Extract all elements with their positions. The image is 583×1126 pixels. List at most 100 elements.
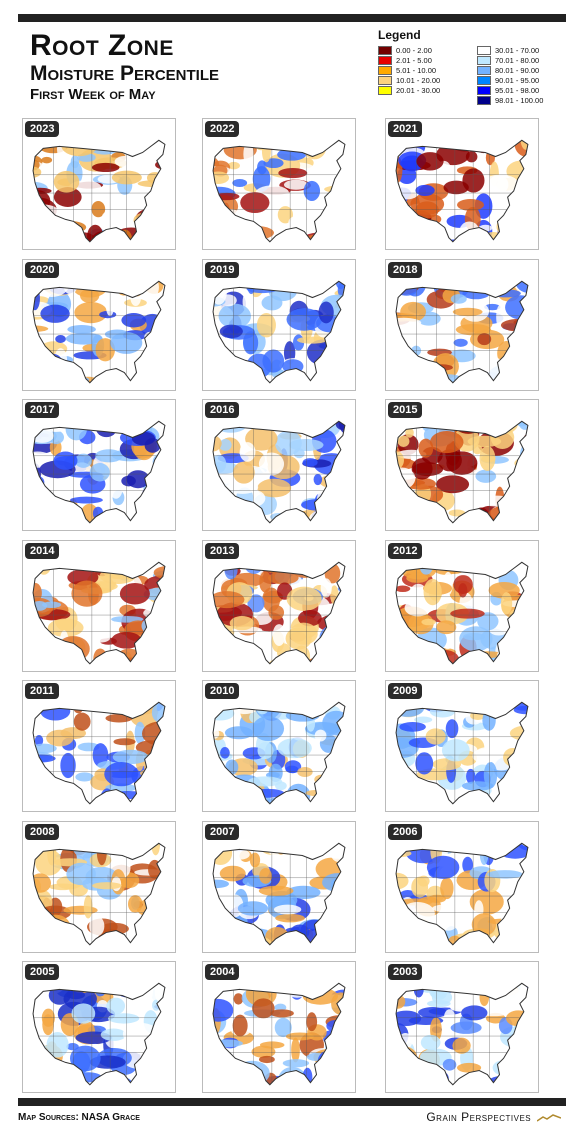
brand-name: Grain Perspectives xyxy=(426,1110,532,1124)
us-outline xyxy=(395,701,529,805)
map-tile-2015: 2015 xyxy=(385,399,539,531)
state-borders xyxy=(396,284,528,381)
us-outline xyxy=(395,420,529,524)
us-outline xyxy=(212,420,346,524)
us-moisture-map xyxy=(212,420,346,524)
us-outline xyxy=(212,842,346,945)
map-tile-2017: 2017 xyxy=(22,399,176,531)
title-line-1: Root Zone xyxy=(30,29,174,62)
map-tile-2006: 2006 xyxy=(385,820,539,953)
us-outline xyxy=(32,139,166,243)
legend-swatch xyxy=(477,66,491,75)
us-moisture-map xyxy=(32,420,166,524)
year-badge: 2020 xyxy=(25,261,60,278)
map-tile-2010: 2010 xyxy=(202,680,356,812)
us-outline xyxy=(32,842,166,945)
us-moisture-map xyxy=(212,842,346,945)
legend-label: 98.01 - 100.00 xyxy=(495,96,544,105)
year-badge: 2005 xyxy=(25,964,60,980)
year-badge: 2008 xyxy=(25,823,60,840)
legend-label: 10.01 - 20.00 xyxy=(396,76,441,85)
legend-label: 30.01 - 70.00 xyxy=(495,46,540,55)
us-outline xyxy=(212,280,346,383)
year-badge: 2009 xyxy=(388,683,423,699)
brand-logo-icon xyxy=(537,1113,561,1122)
state-borders xyxy=(213,706,345,802)
us-moisture-map xyxy=(212,280,346,383)
state-borders xyxy=(396,706,528,802)
legend-swatch xyxy=(378,66,392,75)
title-line-3: First Week of May xyxy=(30,86,156,103)
legend: Legend 0.00 - 2.00 30.01 - 70.00 2.01 - 5.… xyxy=(378,28,568,105)
us-outline xyxy=(212,561,346,664)
us-outline xyxy=(212,982,346,1086)
state-borders xyxy=(396,987,528,1083)
legend-item: 80.01 - 90.00 xyxy=(477,66,568,75)
map-tile-2016: 2016 xyxy=(202,399,356,531)
map-tile-2020: 2020 xyxy=(22,258,176,391)
us-outline xyxy=(395,139,529,243)
us-moisture-map xyxy=(212,561,346,664)
state-borders xyxy=(213,144,345,240)
state-borders xyxy=(213,284,345,381)
year-badge: 2021 xyxy=(388,121,423,137)
state-borders xyxy=(33,425,165,521)
state-borders xyxy=(396,565,528,662)
legend-swatch xyxy=(477,96,491,105)
legend-item xyxy=(378,96,469,105)
year-badge: 2012 xyxy=(388,542,423,559)
year-badge: 2013 xyxy=(205,542,240,559)
us-outline xyxy=(212,701,346,805)
state-borders xyxy=(213,987,345,1083)
map-tile-2022: 2022 xyxy=(202,118,356,250)
legend-grid: 0.00 - 2.00 30.01 - 70.00 2.01 - 5.00 70.01… xyxy=(378,46,568,105)
map-tile-2007: 2007 xyxy=(202,820,356,953)
us-moisture-map xyxy=(212,982,346,1086)
map-tile-2021: 2021 xyxy=(385,118,539,250)
us-outline xyxy=(32,701,166,805)
us-outline xyxy=(395,842,529,945)
map-tile-2018: 2018 xyxy=(385,258,539,391)
legend-label: 70.01 - 80.00 xyxy=(495,56,540,65)
legend-item: 20.01 - 30.00 xyxy=(378,86,469,95)
us-moisture-map xyxy=(32,139,166,243)
year-badge: 2023 xyxy=(25,121,60,137)
map-tile-2013: 2013 xyxy=(202,539,356,672)
legend-swatch xyxy=(378,86,392,95)
bottom-rule xyxy=(18,1098,566,1106)
legend-label: 90.01 - 95.00 xyxy=(495,76,540,85)
legend-item: 98.01 - 100.00 xyxy=(477,96,568,105)
legend-item: 10.01 - 20.00 xyxy=(378,76,469,85)
us-outline xyxy=(395,561,529,664)
state-borders xyxy=(33,706,165,802)
legend-swatch xyxy=(477,76,491,85)
us-moisture-map xyxy=(395,842,529,945)
year-badge: 2006 xyxy=(388,823,423,840)
us-moisture-map xyxy=(32,701,166,805)
year-badge: 2015 xyxy=(388,402,423,418)
legend-title: Legend xyxy=(378,28,421,42)
legend-label: 95.01 - 98.00 xyxy=(495,86,540,95)
year-badge: 2019 xyxy=(205,261,240,278)
year-badge: 2003 xyxy=(388,964,423,980)
legend-item: 5.01 - 10.00 xyxy=(378,66,469,75)
year-badge: 2014 xyxy=(25,542,60,559)
us-outline xyxy=(32,982,166,1086)
map-tile-2005: 2005 xyxy=(22,961,176,1093)
state-borders xyxy=(33,284,165,381)
legend-item: 90.01 - 95.00 xyxy=(477,76,568,85)
us-moisture-map xyxy=(32,561,166,664)
us-moisture-map xyxy=(32,982,166,1086)
map-tile-2012: 2012 xyxy=(385,539,539,672)
state-borders xyxy=(396,425,528,521)
map-tile-2003: 2003 xyxy=(385,961,539,1093)
legend-item: 95.01 - 98.00 xyxy=(477,86,568,95)
title-block: Root Zone Moisture Percentile First Week… xyxy=(30,30,219,104)
us-outline xyxy=(32,561,166,664)
legend-label: 2.01 - 5.00 xyxy=(396,56,432,65)
year-badge: 2011 xyxy=(25,683,59,699)
year-badge: 2022 xyxy=(205,121,240,137)
year-badge: 2010 xyxy=(205,683,240,699)
us-moisture-map xyxy=(395,139,529,243)
us-moisture-map xyxy=(32,280,166,383)
